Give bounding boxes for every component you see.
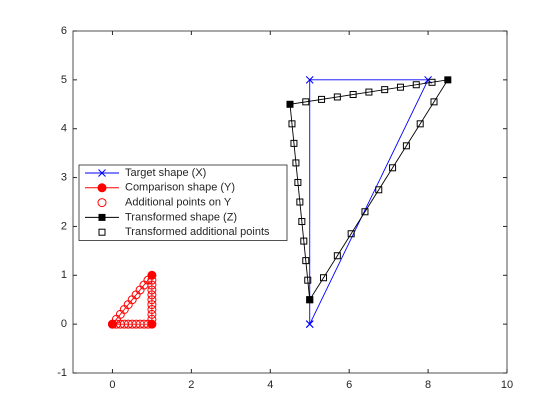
- marker: [302, 98, 310, 106]
- marker: [147, 285, 157, 295]
- marker: [98, 228, 106, 236]
- marker: [402, 142, 410, 150]
- marker: [396, 83, 404, 91]
- x-tick-label: 2: [188, 379, 194, 391]
- marker: [97, 198, 107, 208]
- marker: [361, 208, 369, 216]
- marker: [306, 296, 314, 304]
- x-tick-label: 0: [109, 379, 115, 391]
- marker: [296, 198, 304, 206]
- marker: [98, 169, 106, 177]
- marker-stroke: [98, 169, 106, 177]
- marker: [320, 274, 328, 282]
- y-tick-label: 4: [61, 123, 67, 135]
- marker: [375, 186, 383, 194]
- x-tick-label: 8: [425, 379, 431, 391]
- series-line: [309, 79, 429, 325]
- y-tick-label: -1: [57, 367, 67, 379]
- legend-label: Additional points on Y: [125, 197, 232, 209]
- marker: [416, 120, 424, 128]
- legend-label: Transformed additional points: [125, 226, 270, 238]
- marker: [292, 159, 300, 167]
- marker: [333, 252, 341, 260]
- y-tick-label: 5: [61, 74, 67, 86]
- marker: [302, 257, 310, 265]
- marker: [147, 309, 157, 319]
- y-tick-label: 1: [61, 269, 67, 281]
- marker: [412, 81, 420, 89]
- marker-stroke: [305, 320, 314, 328]
- y-tick-label: 6: [61, 25, 67, 37]
- marker: [288, 120, 296, 128]
- marker: [381, 86, 389, 94]
- legend-label: Target shape (X): [125, 167, 206, 179]
- marker: [305, 76, 314, 84]
- marker: [298, 218, 306, 226]
- y-tick-label: 0: [61, 318, 67, 330]
- x-tick-label: 6: [346, 379, 352, 391]
- marker: [147, 295, 157, 305]
- marker: [147, 300, 157, 310]
- marker: [347, 230, 355, 238]
- marker: [147, 275, 157, 285]
- marker-stroke: [305, 76, 314, 84]
- marker: [290, 139, 298, 147]
- x-tick-label: 4: [267, 379, 273, 391]
- marker: [333, 93, 341, 101]
- y-tick-label: 2: [61, 220, 67, 232]
- legend: Target shape (X) Comparison shape (Y) Addi…: [78, 164, 288, 241]
- marker: [97, 183, 107, 193]
- marker: [147, 290, 157, 300]
- legend-label: Comparison shape (Y): [125, 182, 235, 194]
- marker: [444, 76, 452, 84]
- x-tick-label: 10: [501, 379, 513, 391]
- marker: [428, 78, 436, 86]
- marker: [389, 164, 397, 172]
- legend-box: [78, 164, 288, 241]
- marker: [98, 213, 106, 221]
- marker: [430, 98, 438, 106]
- marker: [111, 314, 121, 324]
- marker: [294, 178, 302, 186]
- marker: [318, 95, 326, 103]
- marker: [300, 237, 308, 245]
- y-tick-label: 3: [61, 171, 67, 183]
- marker: [139, 319, 149, 329]
- marker: [147, 304, 157, 314]
- series-line: [289, 79, 449, 300]
- marker: [147, 314, 157, 324]
- marker: [365, 88, 373, 96]
- axes-box: [72, 30, 508, 374]
- marker: [349, 91, 357, 99]
- marker: [305, 320, 314, 328]
- marker: [304, 276, 312, 284]
- marker: [286, 100, 294, 108]
- legend-label: Transformed shape (Z): [125, 211, 237, 223]
